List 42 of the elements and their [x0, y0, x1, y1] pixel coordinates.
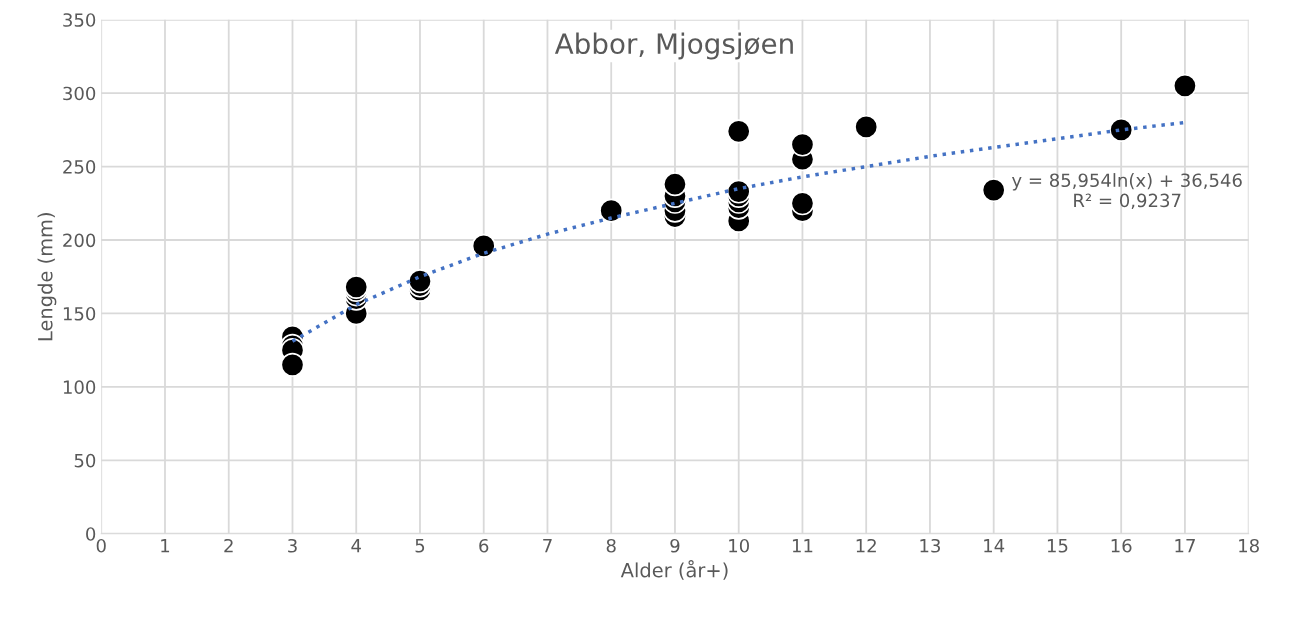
point — [1109, 117, 1134, 142]
point — [790, 132, 815, 157]
y-tick-label: 200 — [63, 233, 96, 248]
annotation: y = 85,954ln(x) + 36,546 R² = 0,9237 — [1011, 173, 1242, 210]
y-tick-label: 250 — [63, 160, 96, 174]
x-tick-label: 12 — [856, 538, 876, 553]
x-tick-label: 11 — [792, 539, 813, 553]
point — [1172, 73, 1197, 98]
point — [662, 172, 687, 197]
x-tick-label: 0 — [96, 538, 106, 553]
x-tick-label: 4 — [351, 539, 361, 553]
point — [981, 178, 1006, 203]
x-tick-label: 5 — [415, 539, 425, 553]
y-tick-label: 350 — [63, 13, 96, 27]
x-axis-title: Alder (år+) — [620, 560, 728, 580]
y-tick-label: 150 — [63, 306, 96, 321]
point — [790, 191, 815, 216]
x-tick-label: 7 — [543, 539, 552, 553]
x-tick-label: 2 — [224, 538, 233, 553]
point — [599, 198, 624, 223]
x-tick-label: 6 — [479, 538, 489, 553]
x-tick-label: 13 — [920, 538, 940, 553]
x-tick-label: 3 — [288, 538, 297, 553]
chart-title: Abbor, Mjogsjøen — [554, 32, 793, 60]
y-axis-title: Lengde (mm) — [37, 213, 57, 341]
y-tick-label: 100 — [63, 380, 96, 394]
x-tick-label: 16 — [1111, 538, 1132, 553]
y-tick-label: 0 — [86, 527, 96, 541]
point — [471, 233, 496, 258]
point — [726, 119, 751, 144]
point — [854, 114, 879, 139]
x-tick-label: 1 — [161, 539, 170, 553]
point — [280, 352, 305, 377]
y-tick-label: 50 — [74, 453, 96, 468]
x-tick-label: 9 — [670, 538, 680, 553]
x-tick-label: 15 — [1047, 539, 1068, 553]
x-tick-label: 17 — [1175, 539, 1195, 553]
x-tick-label: 18 — [1239, 538, 1259, 553]
x-tick-label: 10 — [729, 538, 749, 553]
y-tick-label: 300 — [63, 86, 96, 101]
x-tick-label: 8 — [606, 538, 616, 553]
x-tick-label: 14 — [984, 539, 1005, 553]
